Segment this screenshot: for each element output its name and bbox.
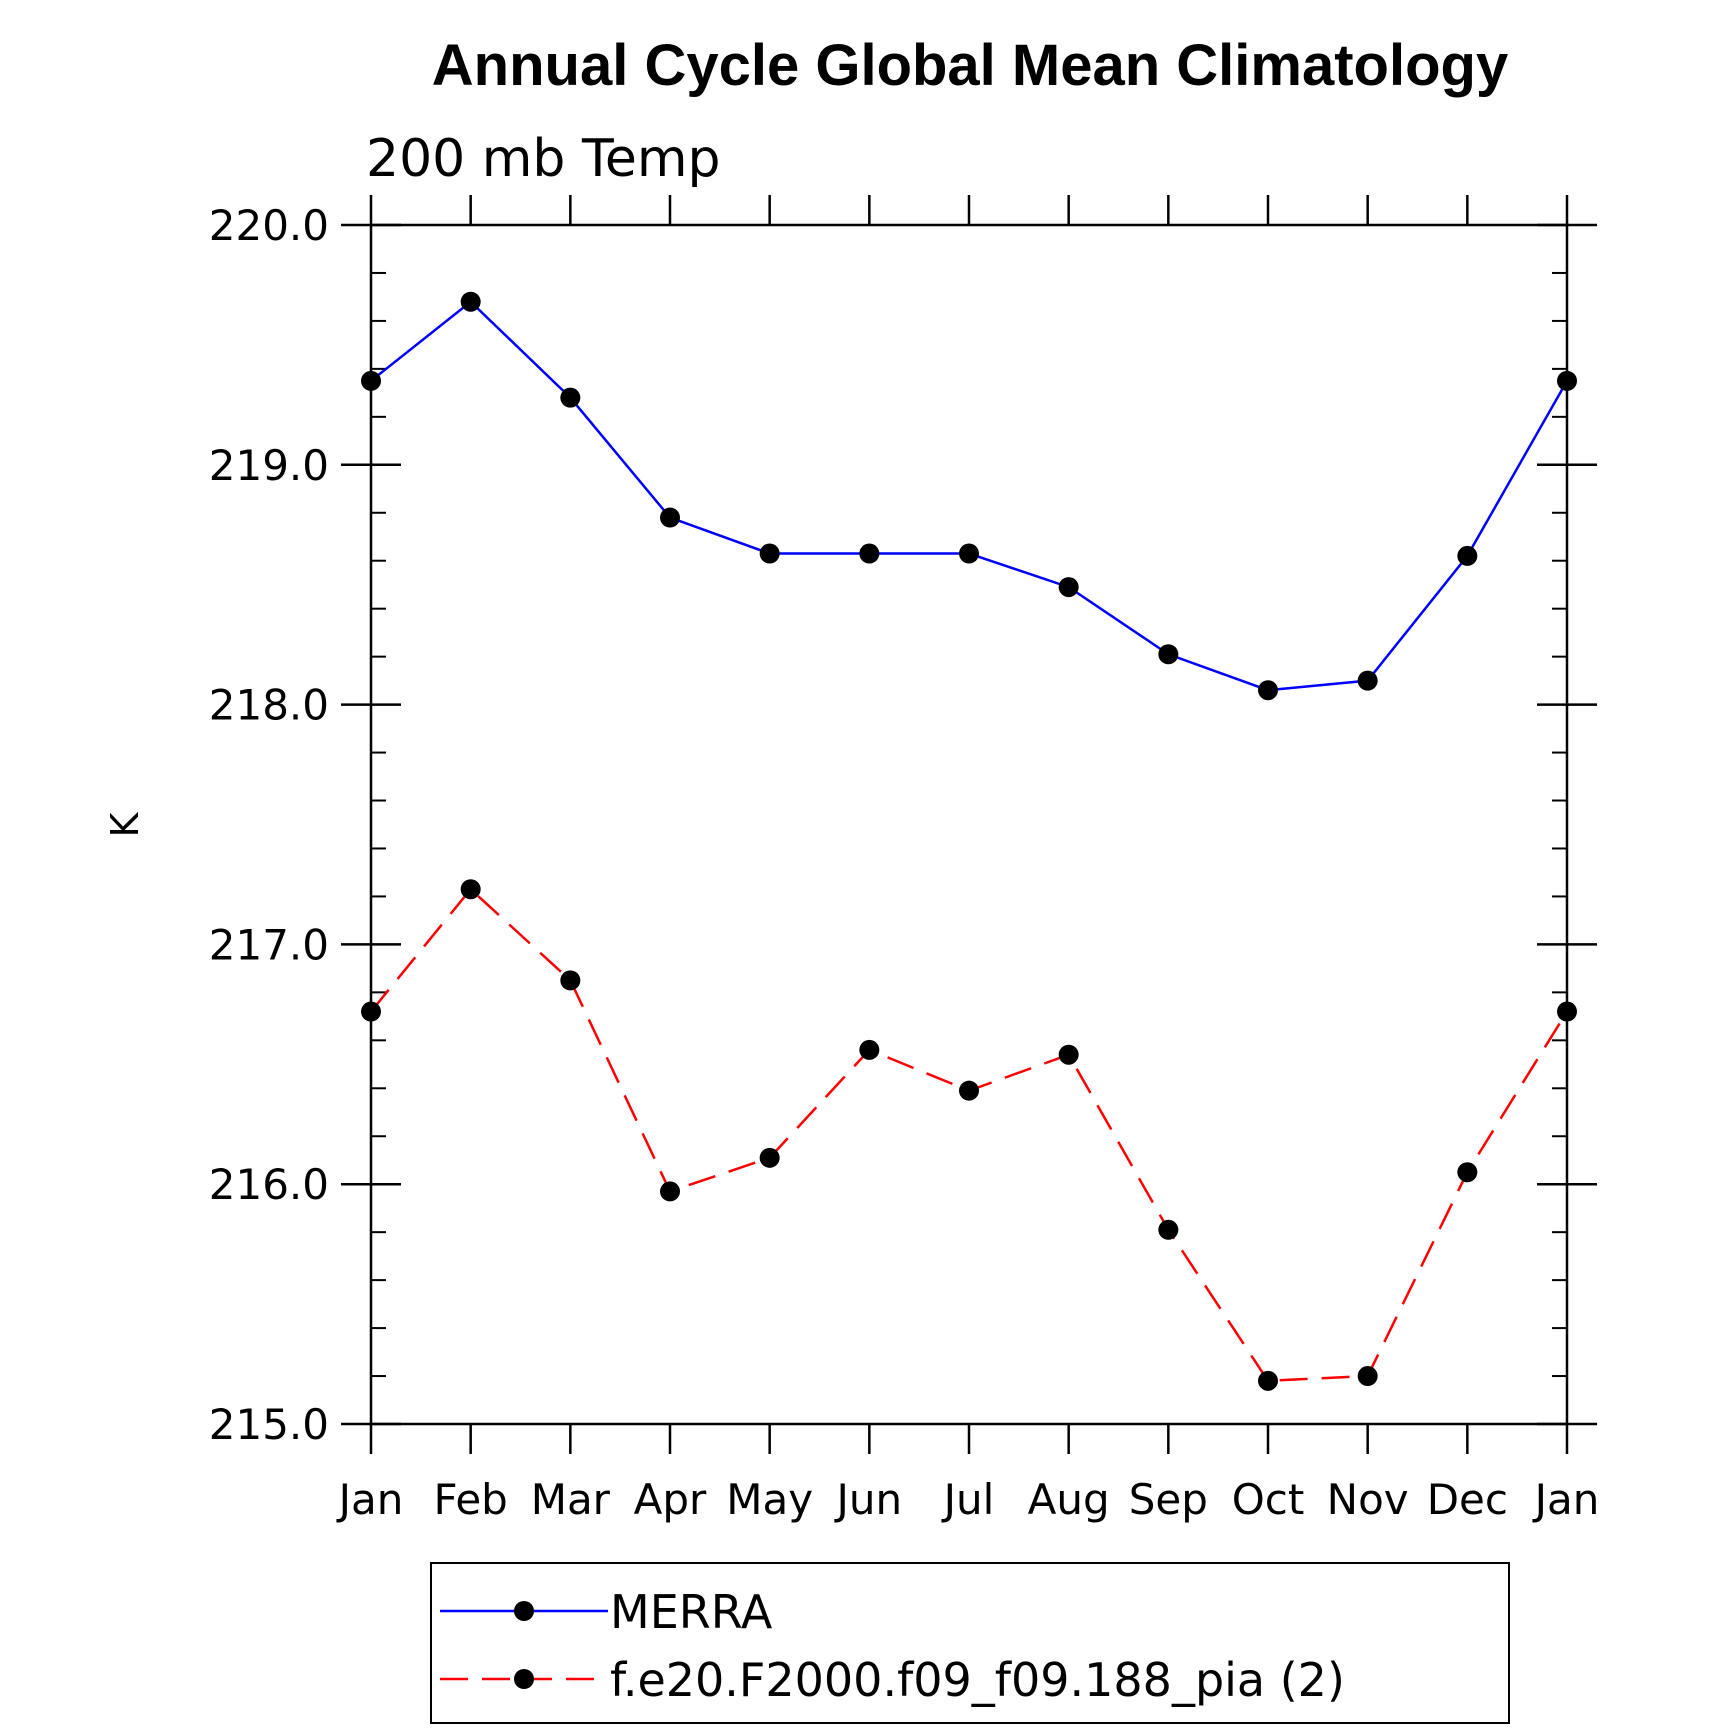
legend-marker-1 <box>514 1601 534 1621</box>
data-point-series-2 <box>361 1001 381 1022</box>
data-point-series-1 <box>1258 680 1278 701</box>
data-point-series-2 <box>759 1147 780 1168</box>
x-tick-label: Apr <box>634 1475 707 1524</box>
data-point-series-2 <box>1457 1162 1478 1183</box>
data-point-series-1 <box>460 291 481 312</box>
y-tick-label: 220.0 <box>209 201 329 250</box>
data-point-series-1 <box>560 387 581 408</box>
series-line-1 <box>370 300 1569 692</box>
y-axis-label: K <box>103 811 147 837</box>
chart-title: Annual Cycle Global Mean Climatology <box>432 33 1508 98</box>
plot-frame <box>369 223 1569 1426</box>
legend-box <box>430 1562 1510 1724</box>
data-point-series-2 <box>959 1080 979 1101</box>
data-point-series-2 <box>660 1181 680 1202</box>
data-point-series-1 <box>759 543 780 564</box>
legend-label-1: MERRA <box>610 1585 773 1639</box>
y-tick-label: 218.0 <box>209 681 329 730</box>
series-line-2 <box>370 887 1569 1383</box>
data-point-series-1 <box>361 370 381 391</box>
data-point-series-1 <box>1158 644 1179 665</box>
data-point-series-1 <box>1557 370 1577 391</box>
data-point-series-2 <box>1158 1219 1179 1240</box>
y-tick-label: 217.0 <box>209 920 329 969</box>
data-point-series-2 <box>859 1039 880 1060</box>
legend-marker-2 <box>514 1669 534 1689</box>
data-point-series-1 <box>859 543 880 564</box>
ticks-layer: Jan Feb Mar Apr May Jun Jul Aug Sep Oct Nov Dec Jan2… <box>209 195 1600 1524</box>
x-tick-label: May <box>726 1475 813 1524</box>
data-point-series-2 <box>1058 1044 1079 1065</box>
x-tick-label: Sep <box>1129 1475 1208 1524</box>
x-tick-label: Jul <box>941 1475 995 1524</box>
data-point-series-1 <box>660 507 680 528</box>
x-tick-label: Feb <box>433 1475 507 1524</box>
data-point-series-2 <box>560 970 581 991</box>
x-tick-label: Nov <box>1327 1475 1409 1524</box>
data-point-series-1 <box>959 543 979 564</box>
x-tick-label: Dec <box>1427 1475 1508 1524</box>
x-tick-label: Jan <box>1532 1475 1600 1524</box>
x-tick-label: Mar <box>531 1475 611 1524</box>
legend-layer: MERRA f.e20.F2000.f09_f09.188_pia (2) <box>440 1585 1345 1707</box>
x-tick-label: Aug <box>1028 1475 1110 1524</box>
data-point-series-2 <box>1557 1001 1577 1022</box>
legend-label-2: f.e20.F2000.f09_f09.188_pia (2) <box>610 1653 1345 1707</box>
data-point-series-1 <box>1457 545 1478 566</box>
y-tick-label: 216.0 <box>209 1160 329 1209</box>
data-point-series-1 <box>1058 577 1079 598</box>
x-tick-label: Jun <box>834 1475 903 1524</box>
data-point-series-1 <box>1357 670 1378 691</box>
data-point-series-2 <box>1357 1366 1378 1387</box>
series-layer <box>361 291 1577 1391</box>
data-point-series-2 <box>460 879 481 900</box>
y-tick-label: 215.0 <box>209 1400 329 1449</box>
y-tick-label: 219.0 <box>209 441 329 490</box>
chart-subtitle: 200 mb Temp <box>366 129 721 189</box>
x-tick-label: Oct <box>1232 1475 1305 1524</box>
data-point-series-2 <box>1258 1370 1278 1391</box>
x-tick-label: Jan <box>336 1475 404 1524</box>
